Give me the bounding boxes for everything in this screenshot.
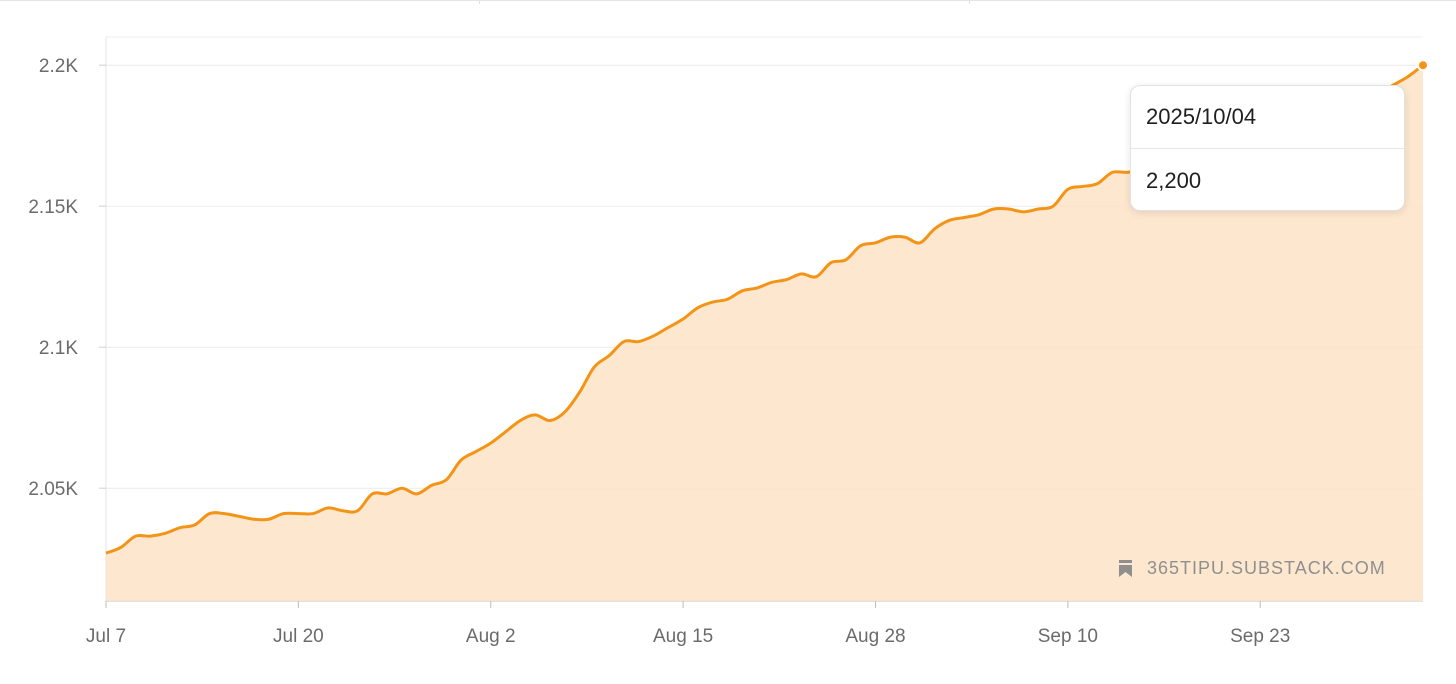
x-tick-label: Aug 15 (653, 626, 713, 647)
top-divider (0, 0, 1456, 4)
tooltip-divider (1131, 148, 1404, 149)
y-tick-label: 2.05K (28, 479, 78, 500)
y-tick-label: 2.1K (39, 338, 78, 359)
x-tick-label: Sep 10 (1038, 626, 1098, 647)
tooltip-date: 2025/10/04 (1146, 104, 1257, 129)
y-tick-label: 2.2K (39, 56, 78, 77)
x-tick-label: Aug 28 (845, 626, 905, 647)
bookmark-icon (1119, 560, 1132, 577)
hover-tooltip: 2025/10/04 2,200 (1130, 85, 1405, 211)
top-divider-tick (479, 1, 480, 4)
tooltip-value: 2,200 (1146, 168, 1202, 193)
top-divider-tick (969, 1, 970, 4)
y-tick-label: 2.15K (28, 197, 78, 218)
highlight-point[interactable] (1417, 59, 1429, 72)
watermark: 365TIPU.SUBSTACK.COM (1119, 558, 1386, 578)
x-tick-label: Jul 20 (273, 626, 324, 647)
x-tick-label: Jul 7 (86, 626, 126, 647)
x-tick-label: Aug 2 (466, 626, 516, 647)
watermark-text: 365TIPU.SUBSTACK.COM (1147, 558, 1386, 578)
x-tick-label: Sep 23 (1230, 626, 1290, 647)
area-fill (106, 65, 1423, 601)
